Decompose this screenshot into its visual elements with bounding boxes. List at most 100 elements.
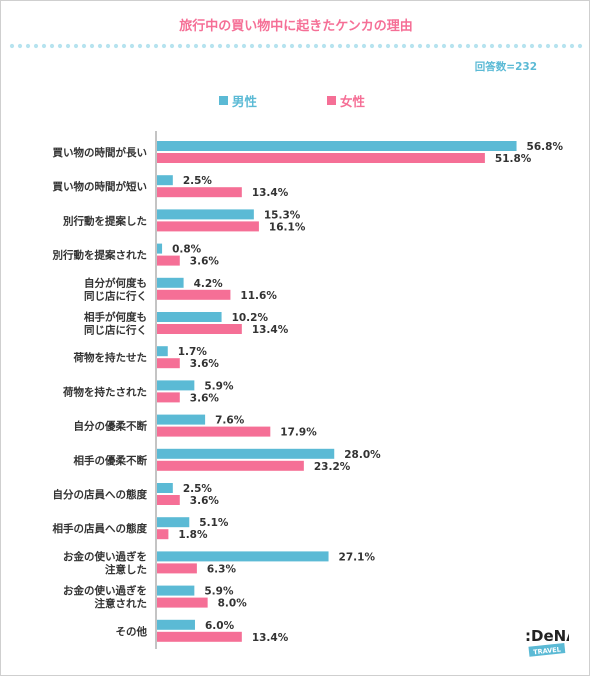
divider-dot	[449, 43, 455, 49]
bar-male	[157, 209, 254, 220]
divider-dot	[249, 43, 255, 49]
value-label-female: 3.6%	[190, 358, 220, 370]
divider-dot	[233, 43, 239, 49]
divider-dot	[369, 43, 375, 49]
value-label-male: 28.0%	[344, 449, 381, 461]
bar-female	[157, 324, 242, 334]
category-label-line: 荷物を持たされた	[62, 385, 147, 398]
value-label-male: 2.5%	[183, 175, 213, 187]
divider-dot	[353, 43, 359, 49]
category-label: 相手の優柔不断	[74, 454, 148, 467]
category-label: お金の使い過ぎを注意した	[63, 550, 147, 576]
bar-male	[157, 448, 335, 459]
value-label-male: 5.9%	[204, 586, 234, 598]
divider-dot	[577, 43, 583, 49]
divider-dot	[441, 43, 447, 49]
value-label-female: 13.4%	[252, 632, 289, 644]
divider-dot	[97, 43, 103, 49]
divider-dot	[465, 43, 471, 49]
divider-dot	[513, 43, 519, 49]
divider-dot	[489, 43, 495, 49]
divider-dot	[177, 43, 183, 49]
divider-dot	[57, 43, 63, 49]
divider-dot	[529, 43, 535, 49]
divider-dot	[257, 43, 263, 49]
divider-dot	[41, 43, 47, 49]
category-label-line: 別行動を提案された	[52, 249, 148, 262]
value-label-male: 1.7%	[178, 346, 208, 358]
category-label-line: 注意した	[105, 563, 147, 576]
divider-dot	[425, 43, 431, 49]
category-label: 買い物の時間が短い	[53, 180, 148, 193]
divider-dot	[305, 43, 311, 49]
category-label: 別行動を提案された	[52, 249, 148, 262]
category-label-line: お金の使い過ぎを	[63, 584, 147, 597]
divider-dot	[105, 43, 111, 49]
divider-dot	[201, 43, 207, 49]
divider-dot	[49, 43, 55, 49]
bar-female	[157, 153, 485, 163]
value-label-male: 56.8%	[527, 141, 564, 153]
divider-dot	[473, 43, 479, 49]
category-label-line: 荷物を持たせた	[73, 351, 148, 364]
divider-dot	[457, 43, 463, 49]
bar-male	[157, 346, 168, 357]
bar-male	[157, 243, 163, 254]
category-label-line: その他	[116, 625, 148, 638]
bar-female	[157, 221, 259, 232]
legend-swatch-male	[219, 96, 228, 105]
legend-label-male: 男性	[232, 94, 258, 109]
legend-label-female: 女性	[340, 94, 366, 109]
category-label: 自分の店員への態度	[53, 488, 148, 501]
value-label-female: 13.4%	[252, 187, 289, 199]
divider-dot	[377, 43, 383, 49]
category-label-line: 買い物の時間が短い	[53, 180, 148, 193]
value-label-female: 3.6%	[190, 495, 220, 507]
divider-dot	[569, 43, 575, 49]
legend-swatch-female	[327, 96, 336, 105]
bar-male	[157, 312, 222, 322]
divider-dot	[185, 43, 191, 49]
divider-dot	[169, 43, 175, 49]
category-label-line: お金の使い過ぎを	[63, 550, 147, 563]
dena-travel-logo: :DeNA TRAVEL	[525, 627, 569, 657]
divider-dot	[25, 43, 31, 49]
divider-dot	[161, 43, 167, 49]
value-label-female: 1.8%	[178, 529, 208, 541]
chart-title: 旅行中の買い物中に起きたケンカの理由	[179, 19, 413, 34]
divider-dot	[193, 43, 199, 49]
divider-dot	[561, 43, 567, 49]
divider-dot	[545, 43, 551, 49]
bar-male	[157, 483, 173, 493]
divider-dot	[225, 43, 231, 49]
bar-female	[157, 597, 208, 608]
value-label-female: 17.9%	[280, 427, 317, 439]
divider-dot	[9, 43, 15, 49]
divider-dot	[297, 43, 303, 49]
bar-male	[157, 380, 195, 391]
legend-item-male: 男性	[219, 91, 257, 110]
divider-dot	[345, 43, 351, 49]
divider-dot	[129, 43, 135, 49]
value-label-male: 27.1%	[339, 551, 376, 563]
category-label-line: 自分の優柔不断	[74, 420, 148, 433]
category-label: 相手の店員への態度	[53, 522, 148, 535]
bar-male	[157, 585, 195, 596]
value-label-female: 23.2%	[314, 461, 351, 473]
bar-male	[157, 277, 184, 288]
divider-dot	[17, 43, 23, 49]
category-label-line: 同じ店に行く	[84, 289, 147, 302]
value-label-female: 11.6%	[240, 290, 277, 302]
divider-dot	[145, 43, 151, 49]
bar-female	[157, 358, 180, 369]
divider-dot	[401, 43, 407, 49]
divider-dot	[33, 43, 39, 49]
divider-dot	[497, 43, 503, 49]
value-label-male: 10.2%	[232, 312, 269, 324]
bar-female	[157, 631, 242, 642]
divider-dot	[209, 43, 215, 49]
value-label-male: 7.6%	[215, 415, 245, 427]
respondent-count: 回答数=232	[474, 61, 537, 73]
legend-item-female: 女性	[327, 91, 365, 110]
